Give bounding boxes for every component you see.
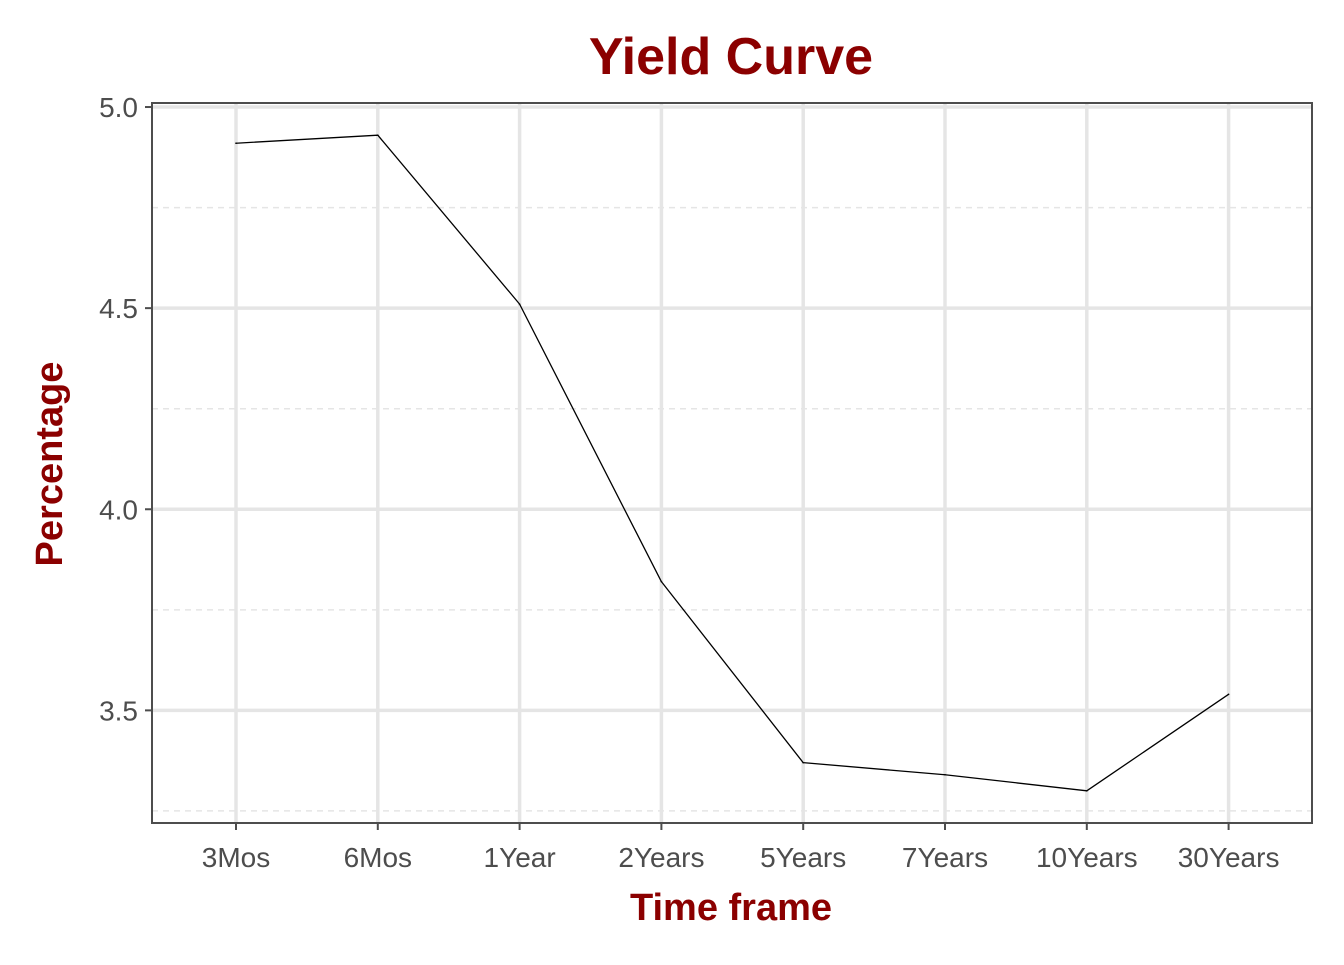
x-axis-title: Time frame	[630, 887, 832, 929]
panel-border	[151, 102, 1313, 824]
data-point	[235, 142, 237, 145]
x-tick-label: 6Mos	[344, 842, 412, 873]
x-tick-label: 2Years	[618, 842, 704, 873]
x-tick-label: 30Years	[1178, 842, 1280, 873]
y-tick-label: 5.0	[99, 92, 138, 123]
chart-title: Yield Curve	[589, 28, 873, 86]
data-point	[377, 134, 379, 136]
x-tick-label: 1Year	[484, 842, 556, 873]
y-tick-label: 4.0	[99, 494, 138, 525]
data-point	[660, 580, 663, 583]
series-layer	[235, 134, 1230, 792]
x-tick-label: 3Mos	[202, 842, 270, 873]
grid-layer	[152, 103, 1312, 823]
y-tick-label: 3.5	[99, 695, 138, 726]
data-point	[944, 773, 946, 776]
tick-layer: 3.5 4.0 4.5 5.0 3Mos 6Mos 1Year 2Years 5Years 7Ye…	[99, 92, 1279, 873]
y-tick-label: 4.5	[99, 293, 138, 324]
data-point	[518, 303, 521, 305]
x-tick-label: 7Years	[902, 842, 988, 873]
data-point	[1086, 790, 1088, 792]
data-point	[1227, 693, 1230, 696]
y-axis-title: Percentage	[29, 362, 71, 567]
x-tick-label: 10Years	[1036, 842, 1138, 873]
series-line	[235, 134, 1229, 792]
data-point	[802, 761, 804, 764]
x-tick-label: 5Years	[760, 842, 846, 873]
